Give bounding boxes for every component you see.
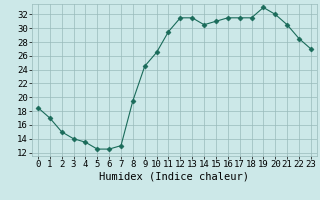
X-axis label: Humidex (Indice chaleur): Humidex (Indice chaleur) xyxy=(100,172,249,182)
